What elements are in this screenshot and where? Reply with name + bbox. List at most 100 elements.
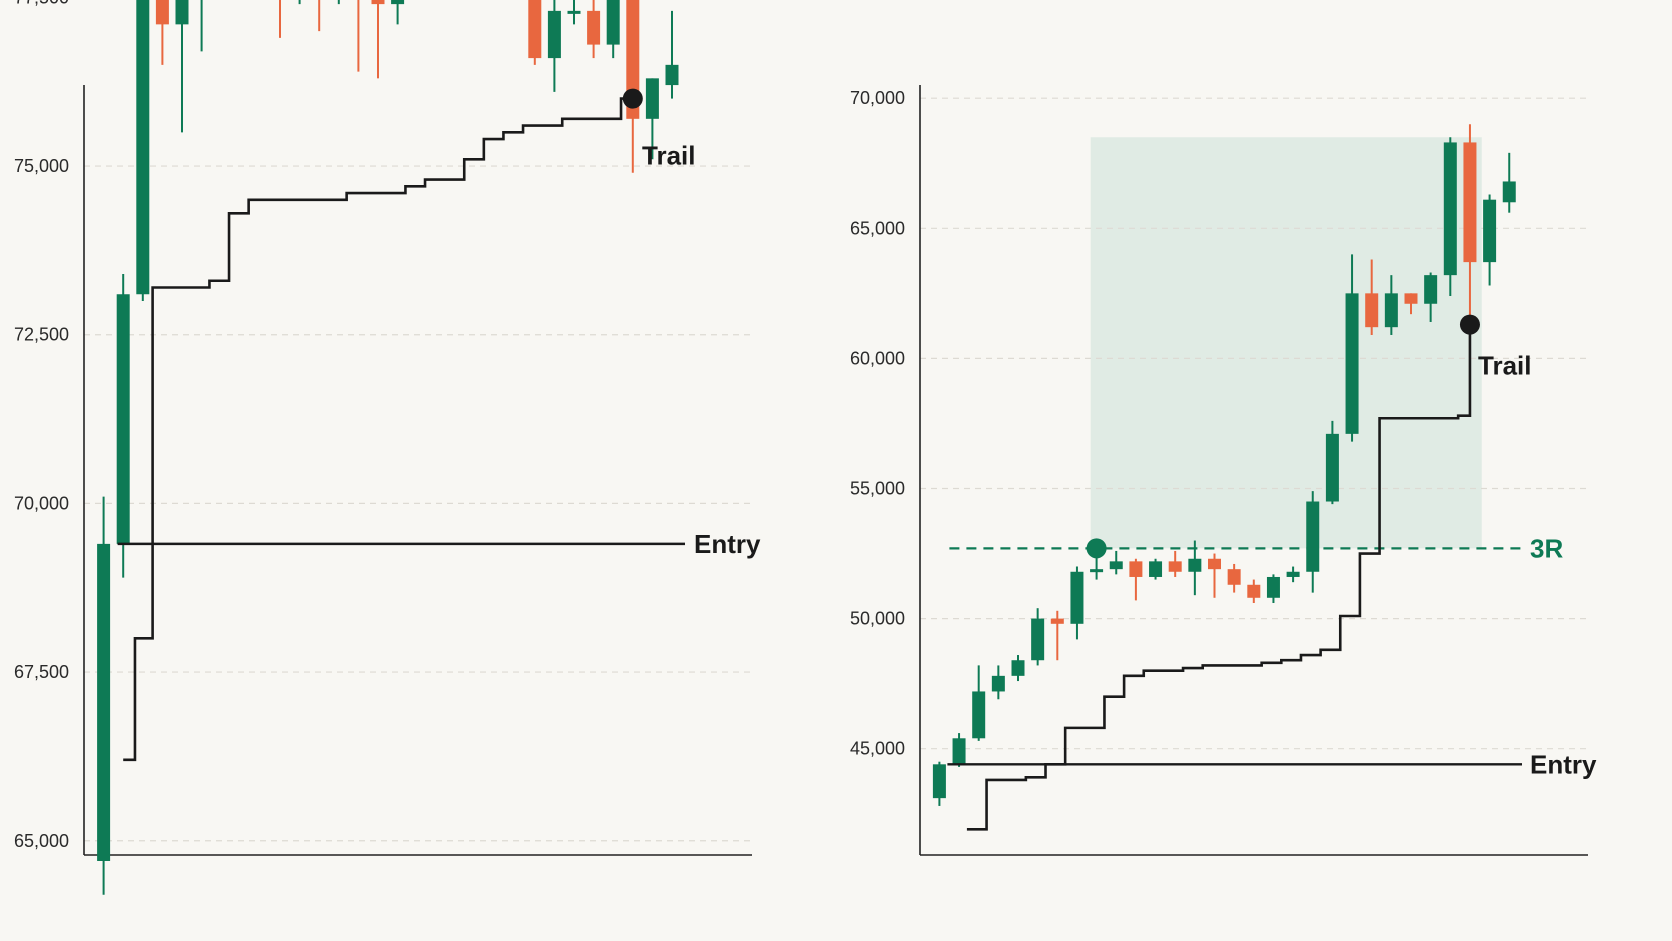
left-candle [371, 0, 385, 79]
candle-body [1424, 275, 1438, 304]
left-candle [645, 78, 659, 160]
right-candle [1070, 566, 1084, 640]
right-candle [1208, 553, 1221, 598]
left-candle [318, 0, 321, 32]
right-candle [1129, 558, 1143, 601]
left-trailing-stop-line [123, 97, 633, 762]
right-candle [972, 665, 986, 741]
left-chart-panel: 65,00067,50070,00072,50075,00077,50080,0… [14, 0, 761, 895]
right-candle [1404, 293, 1418, 315]
candle-body [1404, 293, 1418, 304]
candle-body [587, 10, 601, 45]
left-candle [528, 0, 542, 65]
candle-body [1227, 569, 1241, 585]
candle-body [136, 0, 150, 295]
left-trail-label: Trail [642, 141, 695, 171]
candle-body [1306, 501, 1320, 572]
candle-body [972, 691, 986, 739]
right-candle [1188, 540, 1202, 596]
left-candle [626, 0, 640, 173]
right-trail-label: Trail [1478, 351, 1531, 381]
right-chart-panel: 45,000 50,000 55,000 60,000 65,000 70,000 Entr… [850, 85, 1597, 856]
left-candle [547, 0, 561, 92]
left-candle [587, 0, 601, 59]
candle-body [1090, 569, 1104, 573]
right-candle [952, 733, 966, 767]
right-candle [1109, 550, 1123, 575]
left-y-tick-label: 75,000 [14, 156, 69, 176]
left-candle [175, 0, 189, 133]
candle-body [1129, 561, 1143, 577]
candle-body [665, 64, 679, 86]
candle-body [1168, 561, 1182, 572]
left-candle [665, 10, 679, 99]
right-candle [1266, 574, 1280, 603]
right-target-label: 3R [1530, 533, 1563, 563]
right-candle [1031, 608, 1045, 666]
candle-body [1384, 293, 1398, 328]
candle-body [155, 0, 169, 25]
left-candle [391, 0, 405, 25]
right-candle [1011, 655, 1025, 682]
right-candle [932, 761, 946, 806]
candle-body [1188, 558, 1202, 572]
candle-body [528, 0, 542, 59]
right-candle [1384, 275, 1398, 335]
candle-body [391, 0, 405, 5]
candle-body [1208, 558, 1221, 570]
right-y-tick-label: 50,000 [850, 609, 905, 629]
candle-body [606, 0, 620, 45]
right-candle [1443, 137, 1457, 296]
right-candle [991, 665, 1005, 700]
candle-body [1365, 293, 1379, 328]
candle-body [626, 0, 640, 119]
right-candle [1483, 194, 1497, 286]
left-candle [155, 0, 169, 65]
right-candle [1227, 563, 1241, 593]
candle-body [1483, 199, 1497, 263]
left-candle [200, 0, 203, 52]
right-candle [1424, 272, 1438, 322]
candle-body [1286, 571, 1300, 577]
candle-body [1345, 293, 1359, 434]
left-candle [136, 0, 150, 301]
candle-body [1109, 561, 1123, 570]
left-entry-label: Entry [694, 529, 761, 559]
candle-body [932, 764, 946, 799]
left-candle [357, 0, 360, 72]
left-y-tick-label: 72,500 [14, 325, 69, 345]
left-y-tick-label: 70,000 [14, 493, 69, 513]
candle-body [1050, 618, 1064, 624]
candle-body [547, 10, 561, 59]
right-y-tick-label: 55,000 [850, 479, 905, 499]
candle-body [1463, 142, 1477, 263]
right-candle [1306, 491, 1320, 593]
candle-body [1247, 584, 1261, 598]
right-y-tick-label: 45,000 [850, 739, 905, 759]
candle-body [1266, 576, 1280, 598]
left-y-tick-label: 67,500 [14, 662, 69, 682]
right-y-tick-label: 60,000 [850, 348, 905, 368]
right-candle [1286, 566, 1300, 583]
right-target-hit-marker [1086, 538, 1107, 559]
candle-body [1149, 561, 1163, 577]
candle-body [1502, 181, 1516, 203]
left-candle [97, 496, 111, 895]
right-entry-label: Entry [1530, 749, 1597, 779]
right-trail-exit-marker [1459, 314, 1480, 335]
candle-body [991, 675, 1005, 692]
candle-body [1443, 142, 1457, 276]
right-candle [1345, 254, 1359, 442]
candle-body [175, 0, 189, 25]
candle-body [97, 543, 111, 861]
candle-body [1325, 433, 1339, 502]
left-y-tick-label: 65,000 [14, 831, 69, 851]
left-candle [116, 274, 130, 578]
candle-body [1031, 618, 1045, 661]
left-candle [567, 0, 581, 25]
candle-body [116, 294, 130, 544]
candle-body [645, 78, 659, 119]
right-trailing-stop-line [966, 324, 1472, 831]
right-y-tick-label: 70,000 [850, 88, 905, 108]
